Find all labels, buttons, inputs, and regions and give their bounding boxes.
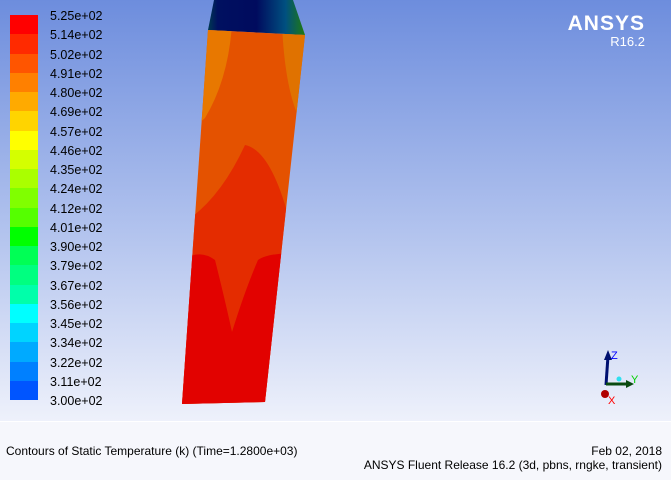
legend-band (10, 34, 38, 54)
release-info: ANSYS Fluent Release 16.2 (3d, pbns, rng… (363, 458, 662, 472)
plot-title: Contours of Static Temperature (k) (Time… (6, 444, 298, 458)
axis-triad: Z Y X (601, 350, 639, 407)
column-surface (182, 30, 305, 404)
logo-version: R16.2 (610, 34, 645, 49)
x-axis-label: X (608, 395, 616, 407)
legend-band (10, 380, 38, 400)
legend-band (10, 53, 38, 73)
legend-band (10, 130, 38, 150)
legend-band (10, 72, 38, 92)
legend-band (10, 149, 38, 169)
legend-label: 4.35e+02 (50, 163, 103, 177)
legend-label: 3.45e+02 (50, 317, 103, 331)
legend-label: 3.79e+02 (50, 259, 103, 274)
color-legend (10, 15, 38, 400)
legend-band (10, 188, 38, 208)
legend-label: 3.11e+02 (50, 374, 102, 389)
legend-label: 4.57e+02 (50, 124, 103, 139)
legend-label: 4.69e+02 (50, 105, 103, 120)
footer: Contours of Static Temperature (k) (Time… (0, 421, 671, 480)
legend-label: 4.46e+02 (50, 143, 103, 158)
top-cap (208, 0, 305, 35)
legend-band (10, 246, 38, 266)
legend-label: 4.91e+02 (50, 66, 103, 81)
legend-label: 5.14e+02 (50, 28, 103, 43)
ansys-logo: ANSYS R16.2 (568, 12, 645, 49)
legend-band (10, 226, 38, 246)
legend-label: 3.00e+02 (50, 394, 103, 408)
contour-plot: Z Y X (182, 0, 639, 407)
legend-band (10, 169, 38, 189)
legend-band (10, 303, 38, 323)
legend-band (10, 284, 38, 304)
z-axis-label: Z (611, 350, 618, 362)
legend-band (10, 15, 38, 35)
logo-brand: ANSYS (567, 12, 645, 35)
graphics-viewport[interactable]: 5.25e+02 5.14e+02 5.02e+02 4.91e+02 4.80e+02… (0, 0, 671, 421)
legend-band (10, 111, 38, 131)
legend-band (10, 265, 38, 285)
legend-label: 4.24e+02 (50, 182, 103, 197)
legend-label: 5.02e+02 (50, 47, 103, 62)
legend-band (10, 207, 38, 227)
legend-label: 4.12e+02 (50, 201, 103, 216)
legend-band (10, 323, 38, 343)
plot-date: Feb 02, 2018 (591, 444, 662, 458)
legend-band (10, 92, 38, 112)
legend-label: 4.80e+02 (50, 86, 103, 100)
legend-label: 3.90e+02 (50, 240, 103, 254)
legend-label: 5.25e+02 (50, 9, 103, 23)
legend-label: 3.34e+02 (50, 336, 103, 351)
legend-label: 3.67e+02 (50, 278, 103, 293)
legend-label: 3.56e+02 (50, 297, 103, 312)
legend-label: 4.01e+02 (50, 220, 103, 235)
y-axis-label: Y (631, 374, 639, 386)
legend-band (10, 361, 38, 381)
legend-band (10, 342, 38, 362)
legend-label: 3.22e+02 (50, 355, 103, 370)
